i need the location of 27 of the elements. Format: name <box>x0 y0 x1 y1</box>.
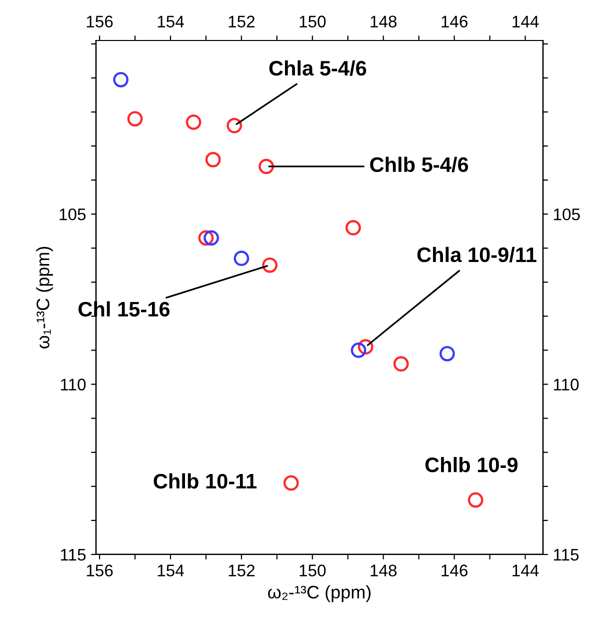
annotation: Chlb 10-11 <box>154 473 257 489</box>
x-axis-title: ω₂-¹³C (ppm) <box>268 585 371 602</box>
x-tick-label: 146 <box>442 564 468 576</box>
x2-tick-label: 152 <box>228 16 255 28</box>
y2-tick-label: 110 <box>554 378 579 390</box>
x2-tick-label: 148 <box>370 16 397 28</box>
x2-tick-label: 146 <box>442 16 468 28</box>
y-tick-label: 105 <box>60 208 86 220</box>
y-tick-label: 115 <box>60 549 86 561</box>
x2-tick-label: 150 <box>300 16 326 28</box>
x-tick-label: 150 <box>300 564 326 576</box>
x-tick-label: 154 <box>158 564 184 576</box>
x-tick-label: 156 <box>86 564 113 576</box>
y2-tick-label: 105 <box>554 208 580 220</box>
x2-tick-label: 156 <box>86 16 113 28</box>
annotation: Chla 10-9/11 <box>417 246 536 262</box>
annotation: Chla 5-4/6 <box>269 60 366 76</box>
y-tick-label: 110 <box>60 378 86 390</box>
y-axis-title: ω₁-¹³C (ppm) <box>36 246 53 348</box>
x2-tick-label: 154 <box>158 16 184 28</box>
y2-tick-label: 115 <box>554 549 579 561</box>
annotation: Chlb 10-9 <box>425 456 518 472</box>
x2-tick-label: 144 <box>512 16 539 28</box>
x-tick-label: 144 <box>512 564 539 576</box>
annotation: Chlb 5-4/6 <box>370 156 468 172</box>
x-tick-label: 152 <box>228 564 255 576</box>
x-tick-label: 148 <box>370 564 397 576</box>
